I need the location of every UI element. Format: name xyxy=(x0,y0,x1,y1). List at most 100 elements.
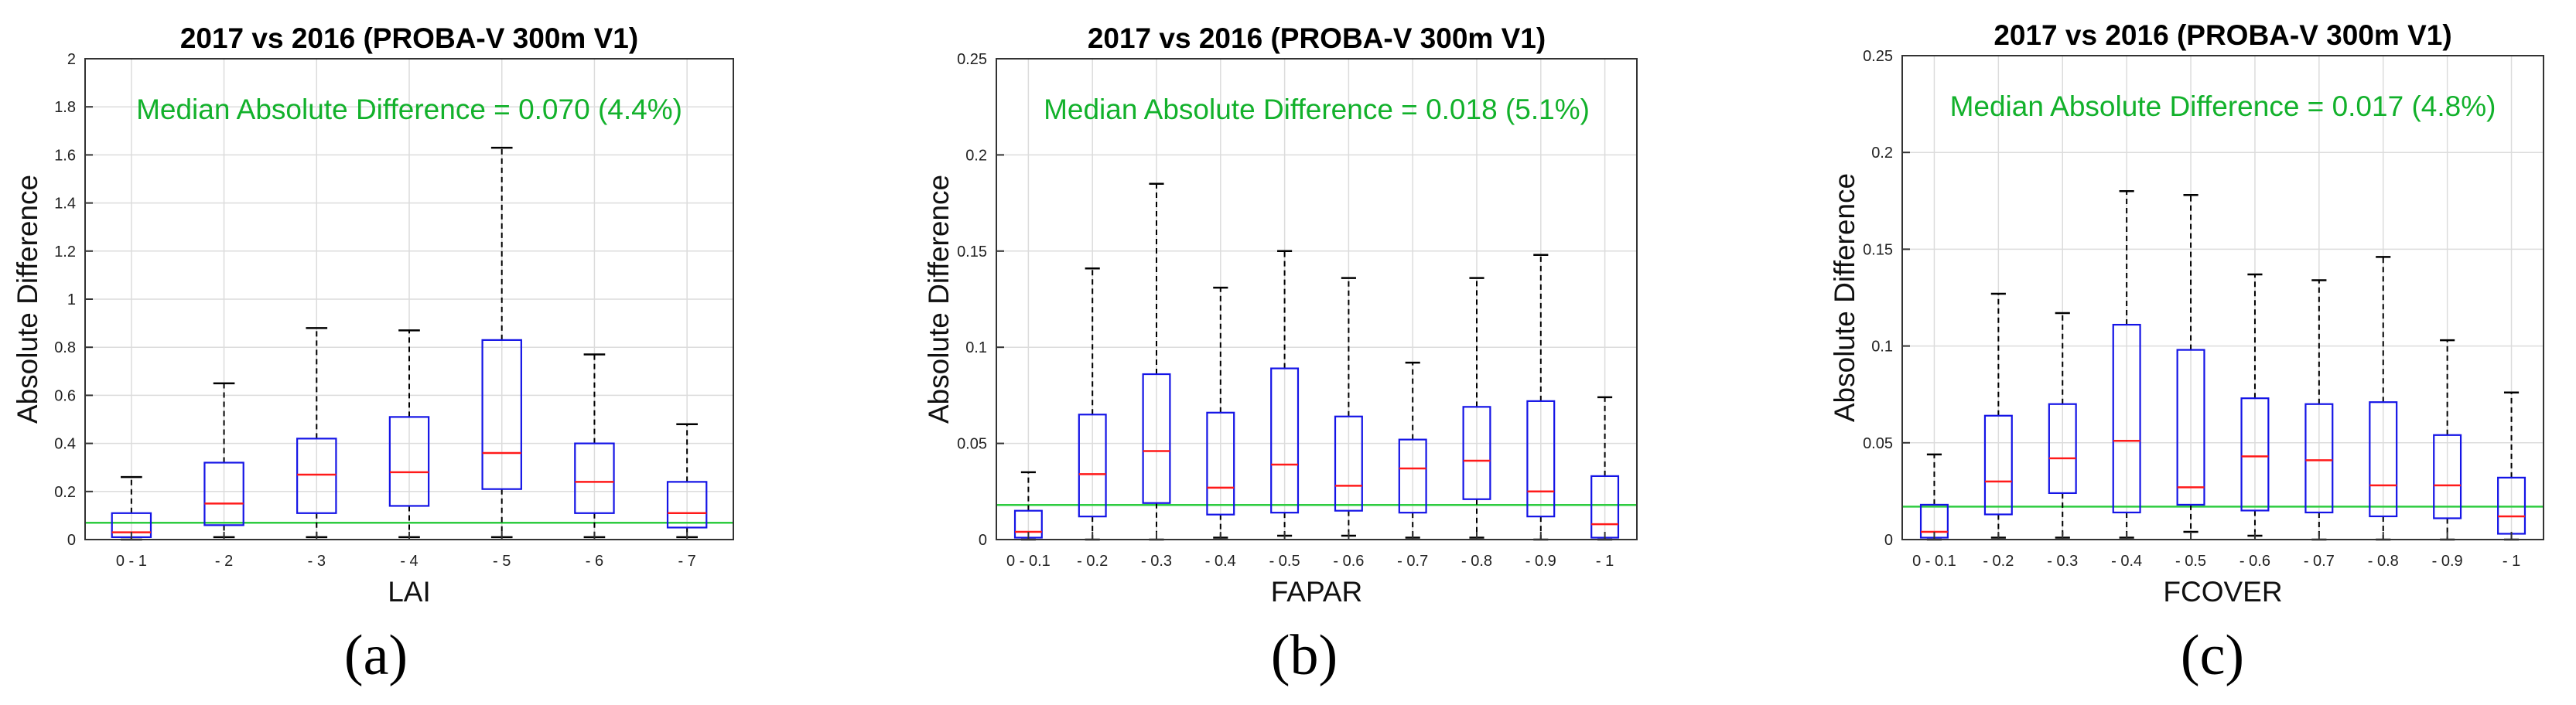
iqr-box xyxy=(203,461,244,526)
x-tick-label: - 0.6 xyxy=(2239,553,2270,570)
iqr-box xyxy=(1206,411,1235,516)
x-tick-label: - 3 xyxy=(308,553,326,570)
x-tick-label: 0 - 0.1 xyxy=(1006,553,1051,570)
iqr-box xyxy=(2112,323,2141,514)
iqr-box xyxy=(2048,403,2077,495)
x-tick-label: - 0.9 xyxy=(1525,553,1556,570)
box-6 xyxy=(2240,273,2270,537)
iqr-box xyxy=(574,442,615,514)
x-tick-label: - 0.7 xyxy=(1397,553,1428,570)
y-tick-label: 0 xyxy=(979,532,987,549)
y-tick-label: 1.8 xyxy=(54,99,76,116)
axes-frame xyxy=(996,58,1638,540)
x-tick-label: 0 - 1 xyxy=(116,553,147,570)
iqr-box xyxy=(2176,349,2205,506)
x-tick-label: - 5 xyxy=(493,553,511,570)
iqr-box xyxy=(1526,400,1556,518)
iqr-box xyxy=(2369,401,2398,518)
panel-label: (b) xyxy=(1271,624,1338,687)
box-5 xyxy=(481,146,522,539)
y-tick-label: 0.2 xyxy=(54,484,76,501)
x-tick-label: - 2 xyxy=(215,553,233,570)
x-tick-label: - 0.5 xyxy=(1269,553,1300,570)
box-2 xyxy=(203,382,244,539)
x-tick-label: - 0.9 xyxy=(2432,553,2463,570)
y-tick-label: 0.25 xyxy=(1863,48,1893,65)
chart-title: 2017 vs 2016 (PROBA-V 300m V1) xyxy=(1088,22,1546,54)
x-tick-label: - 0.2 xyxy=(1983,553,2014,570)
plot-area xyxy=(996,59,1637,540)
x-tick-label: - 0.4 xyxy=(1205,553,1236,570)
y-tick-label: 0 xyxy=(67,532,76,549)
y-tick-label: 0.4 xyxy=(54,436,76,453)
panel-label: (c) xyxy=(2181,624,2244,687)
box-4 xyxy=(388,329,430,539)
x-tick-label: - 4 xyxy=(400,553,418,570)
x-tick-label: - 0.7 xyxy=(2304,553,2335,570)
chart-title: 2017 vs 2016 (PROBA-V 300m V1) xyxy=(180,22,638,54)
iqr-box xyxy=(1270,367,1300,514)
box-7 xyxy=(1398,361,1427,539)
iqr-box xyxy=(666,481,708,529)
x-tick-label: - 1 xyxy=(1596,553,1614,570)
x-tick-label: - 0.6 xyxy=(1333,553,1364,570)
y-tick-label: 1 xyxy=(67,291,76,308)
x-tick-label: - 0.3 xyxy=(1141,553,1172,570)
iqr-box xyxy=(2240,397,2270,512)
box-7 xyxy=(2304,279,2334,541)
iqr-box xyxy=(1398,438,1427,514)
iqr-box xyxy=(1334,415,1363,512)
iqr-box xyxy=(388,416,430,507)
x-tick-label: - 6 xyxy=(586,553,603,570)
chart-panel-2: 0 0.05 0.1 0.15 0.2 0.25 0 - 0.1 - 0.2 - 0.3 - 0.… xyxy=(923,22,1638,687)
chart-title: 2017 vs 2016 (PROBA-V 300m V1) xyxy=(1993,19,2451,51)
box-6 xyxy=(1334,277,1363,537)
iqr-box xyxy=(2433,434,2462,519)
iqr-box xyxy=(2304,403,2334,514)
iqr-box xyxy=(1462,406,1491,500)
x-tick-label: - 0.3 xyxy=(2047,553,2078,570)
annotation-median: Median Absolute Difference = 0.070 (4.4%… xyxy=(136,94,682,125)
y-tick-label: 0.15 xyxy=(1863,241,1893,258)
x-tick-label: - 0.4 xyxy=(2111,553,2142,570)
box-7 xyxy=(666,423,708,539)
chart-panel-1: 0 0.2 0.4 0.6 0.8 1 1.2 1.4 1.6 1.8 2 0 - 1 - 2 - 3 - … xyxy=(12,22,734,687)
annotation-median: Median Absolute Difference = 0.017 (4.8%… xyxy=(1950,90,2496,122)
x-axis-label: FCOVER xyxy=(2163,576,2282,608)
x-tick-label: 0 - 0.1 xyxy=(1912,553,1956,570)
iqr-box xyxy=(1078,414,1107,518)
x-tick-label: - 0.2 xyxy=(1077,553,1108,570)
iqr-box xyxy=(1983,414,2013,516)
chart-panel-3: 0 0.05 0.1 0.15 0.2 0.25 0 - 0.1 - 0.2 - 0.3 - 0.… xyxy=(1829,19,2544,687)
y-tick-label: 0.8 xyxy=(54,339,76,356)
y-tick-label: 1.2 xyxy=(54,244,76,261)
y-tick-label: 0.05 xyxy=(1863,435,1893,452)
box-5 xyxy=(2176,194,2205,533)
y-tick-label: 0.2 xyxy=(965,147,987,164)
y-axis-label: Absolute Difference xyxy=(923,175,955,424)
x-tick-label: - 0.8 xyxy=(2368,553,2399,570)
y-tick-label: 0.05 xyxy=(957,436,987,453)
x-axis-label: FAPAR xyxy=(1271,576,1363,608)
x-tick-label: - 0.8 xyxy=(1461,553,1492,570)
y-tick-label: 2 xyxy=(67,51,76,68)
y-tick-label: 0 xyxy=(1884,532,1893,549)
y-tick-label: 0.1 xyxy=(1871,339,1893,356)
x-tick-label: - 0.5 xyxy=(2175,553,2206,570)
y-tick-label: 1.6 xyxy=(54,147,76,164)
axes-frame xyxy=(1901,55,2544,540)
panel-label: (a) xyxy=(344,624,408,687)
y-tick-label: 0.25 xyxy=(957,51,987,68)
y-tick-label: 0.1 xyxy=(965,339,987,356)
annotation-median: Median Absolute Difference = 0.018 (5.1%… xyxy=(1044,94,1590,125)
x-axis-label: LAI xyxy=(388,576,431,608)
x-tick-label: - 7 xyxy=(678,553,695,570)
iqr-box xyxy=(481,339,522,490)
plot-area xyxy=(1902,56,2544,540)
iqr-box xyxy=(1142,373,1171,504)
y-axis-label: Absolute Difference xyxy=(12,175,43,424)
iqr-box xyxy=(296,438,337,514)
y-tick-label: 1.4 xyxy=(54,196,76,213)
y-tick-label: 0.6 xyxy=(54,387,76,404)
